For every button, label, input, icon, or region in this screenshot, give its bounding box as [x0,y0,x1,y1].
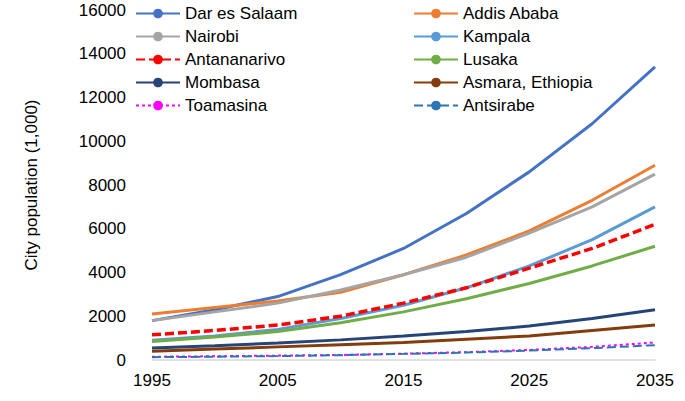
svg-text:City population (1,000): City population (1,000) [22,99,41,270]
svg-text:2015: 2015 [385,371,423,390]
svg-text:2000: 2000 [88,307,126,326]
svg-text:10000: 10000 [79,132,126,151]
svg-text:Antananarivo: Antananarivo [185,50,285,69]
svg-text:Lusaka: Lusaka [463,50,518,69]
svg-text:Toamasina: Toamasina [185,96,268,115]
svg-text:Asmara, Ethiopia: Asmara, Ethiopia [463,73,593,92]
svg-text:16000: 16000 [79,1,126,20]
svg-text:Antsirabe: Antsirabe [463,96,535,115]
svg-text:Dar es Salaam: Dar es Salaam [185,4,297,23]
svg-text:2035: 2035 [636,371,674,390]
svg-text:Mombasa: Mombasa [185,73,260,92]
svg-text:Nairobi: Nairobi [185,27,239,46]
svg-text:2025: 2025 [510,371,548,390]
svg-text:Addis Ababa: Addis Ababa [463,4,559,23]
svg-text:0: 0 [117,351,126,370]
svg-text:14000: 14000 [79,44,126,63]
svg-text:4000: 4000 [88,263,126,282]
svg-text:2005: 2005 [259,371,297,390]
svg-text:8000: 8000 [88,176,126,195]
svg-text:Kampala: Kampala [463,27,531,46]
svg-text:6000: 6000 [88,219,126,238]
svg-text:12000: 12000 [79,88,126,107]
svg-text:1995: 1995 [133,371,171,390]
